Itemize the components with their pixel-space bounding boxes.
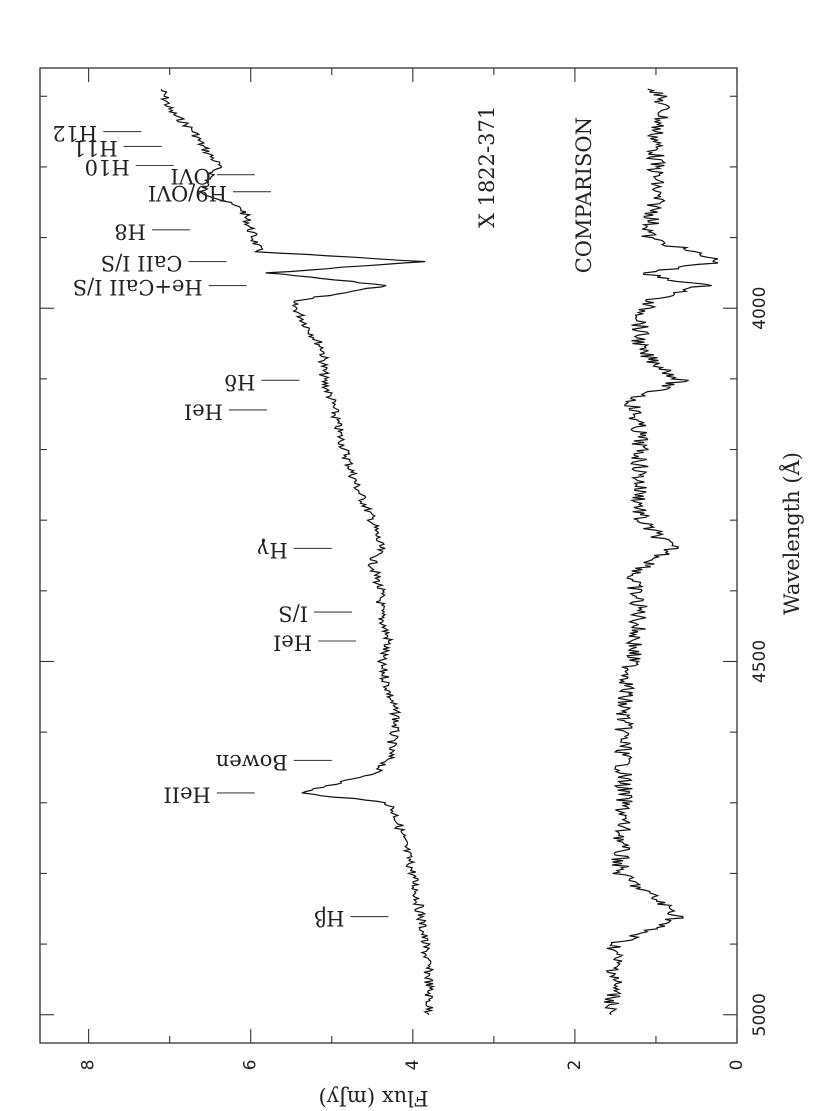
series-line-comparison [604, 88, 719, 1016]
plot-frame [39, 67, 738, 1044]
annotation-label-10: Hγ [257, 538, 288, 562]
annotation-label-13: Bowen [216, 750, 288, 774]
annotation-label-4: H9/OVI [148, 181, 227, 205]
annotation-label-9: HeI [184, 399, 223, 423]
x-tick-label-0: 4000 [750, 287, 770, 330]
annotation-label-3: OVI [170, 164, 210, 188]
annotation-label-15: Hβ [314, 906, 344, 930]
x-axis-label: Wavelength (Å) [779, 452, 804, 615]
annotation-label-8: Hδ [224, 370, 255, 394]
x-tick-label-2: 5000 [750, 993, 770, 1036]
annotation-label-1: H11 [73, 136, 118, 160]
annotation-label-7: He+CaII I/S [73, 275, 203, 299]
tick-layer: 4000 4500 5000 0 2 4 6 8 [40, 68, 770, 1070]
series-text-label-0: X 1822-371 [475, 106, 499, 228]
annotation-label-12: HeI [273, 630, 312, 654]
annotation-label-2: H10 [85, 155, 130, 179]
y-tick-label-2: 4 [403, 1060, 423, 1071]
annotation-label-5: H8 [114, 219, 146, 243]
y-tick-label-0: 0 [727, 1060, 747, 1071]
annotation-label-14: HeII [163, 782, 210, 806]
series-layer: X 1822-371 COMPARISON [159, 88, 719, 1016]
y-tick-label-1: 2 [565, 1060, 585, 1071]
annotation-label-11: I/S [278, 602, 308, 626]
series-line-x1822 [159, 89, 436, 1016]
y-tick-label-4: 8 [79, 1060, 99, 1071]
y-tick-label-3: 6 [241, 1060, 261, 1071]
annotation-label-6: CaII I/S [101, 251, 183, 275]
annotation-label-0: H12 [52, 121, 97, 145]
x-tick-label-1: 4500 [750, 640, 770, 683]
series-text-label-1: COMPARISON [572, 117, 596, 273]
y-axis-label: Flux (mJy) [319, 1086, 429, 1110]
